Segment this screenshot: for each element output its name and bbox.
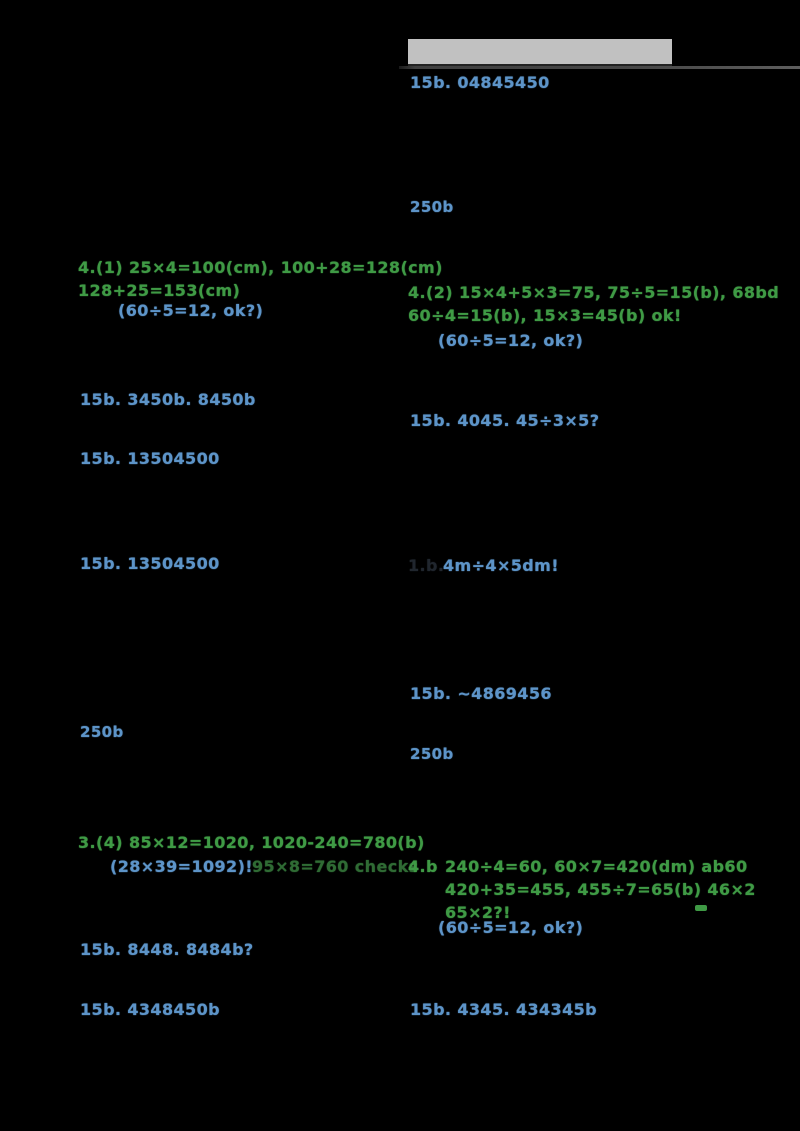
stamp: 250b: [410, 198, 454, 216]
stamp: 250b: [410, 745, 454, 763]
annotation-note: (60÷5=12, ok?): [438, 918, 584, 937]
annotation-line: 15b. 4345. 434345b: [410, 1000, 597, 1019]
annotation-line: 15b. 04845450: [410, 73, 550, 92]
solution-line: 240÷4=60, 60×7=420(dm) ab60: [445, 857, 748, 876]
annotation-line: 15b. 4348450b: [80, 1000, 220, 1019]
annotation-line: 15b. 13504500: [80, 554, 220, 573]
green-tick-mark: [695, 905, 707, 911]
annotation-line: 15b. 3450b. 8450b: [80, 390, 256, 409]
solution-faded-tail: 95×8=760 checks: [252, 857, 419, 876]
divider-rule: [399, 66, 800, 69]
solution-item-number: 4.b: [408, 857, 438, 876]
annotation-note: (28×39=1092)!: [110, 857, 253, 876]
solution-line: 128+25=153(cm): [78, 281, 241, 300]
annotation-note: (60÷5=12, ok?): [438, 331, 584, 350]
stamp: 250b: [80, 723, 124, 741]
solution-line: 60÷4=15(b), 15×3=45(b) ok!: [408, 306, 682, 325]
annotation-line: 4m÷4×5dm!: [443, 556, 559, 575]
solution-line: 420+35=455, 455÷7=65(b) 46×2: [445, 880, 756, 899]
annotation-prefix: 1.b.: [408, 556, 445, 575]
annotation-line: 15b. 13504500: [80, 449, 220, 468]
redaction-bar: [408, 39, 672, 66]
annotation-line: 15b. 8448. 8484b?: [80, 940, 254, 959]
solution-line: 4.(2) 15×4+5×3=75, 75÷5=15(b), 68bd: [408, 283, 780, 302]
solution-line: 4.(1) 25×4=100(cm), 100+28=128(cm): [78, 258, 443, 277]
annotation-note: (60÷5=12, ok?): [118, 301, 264, 320]
solution-line: 3.(4) 85×12=1020, 1020-240=780(b): [78, 833, 425, 852]
solution-line: 65×2?!: [445, 903, 511, 922]
annotation-line: 15b. ~4869456: [410, 684, 552, 703]
annotation-line: 15b. 4045. 45÷3×5?: [410, 411, 600, 430]
